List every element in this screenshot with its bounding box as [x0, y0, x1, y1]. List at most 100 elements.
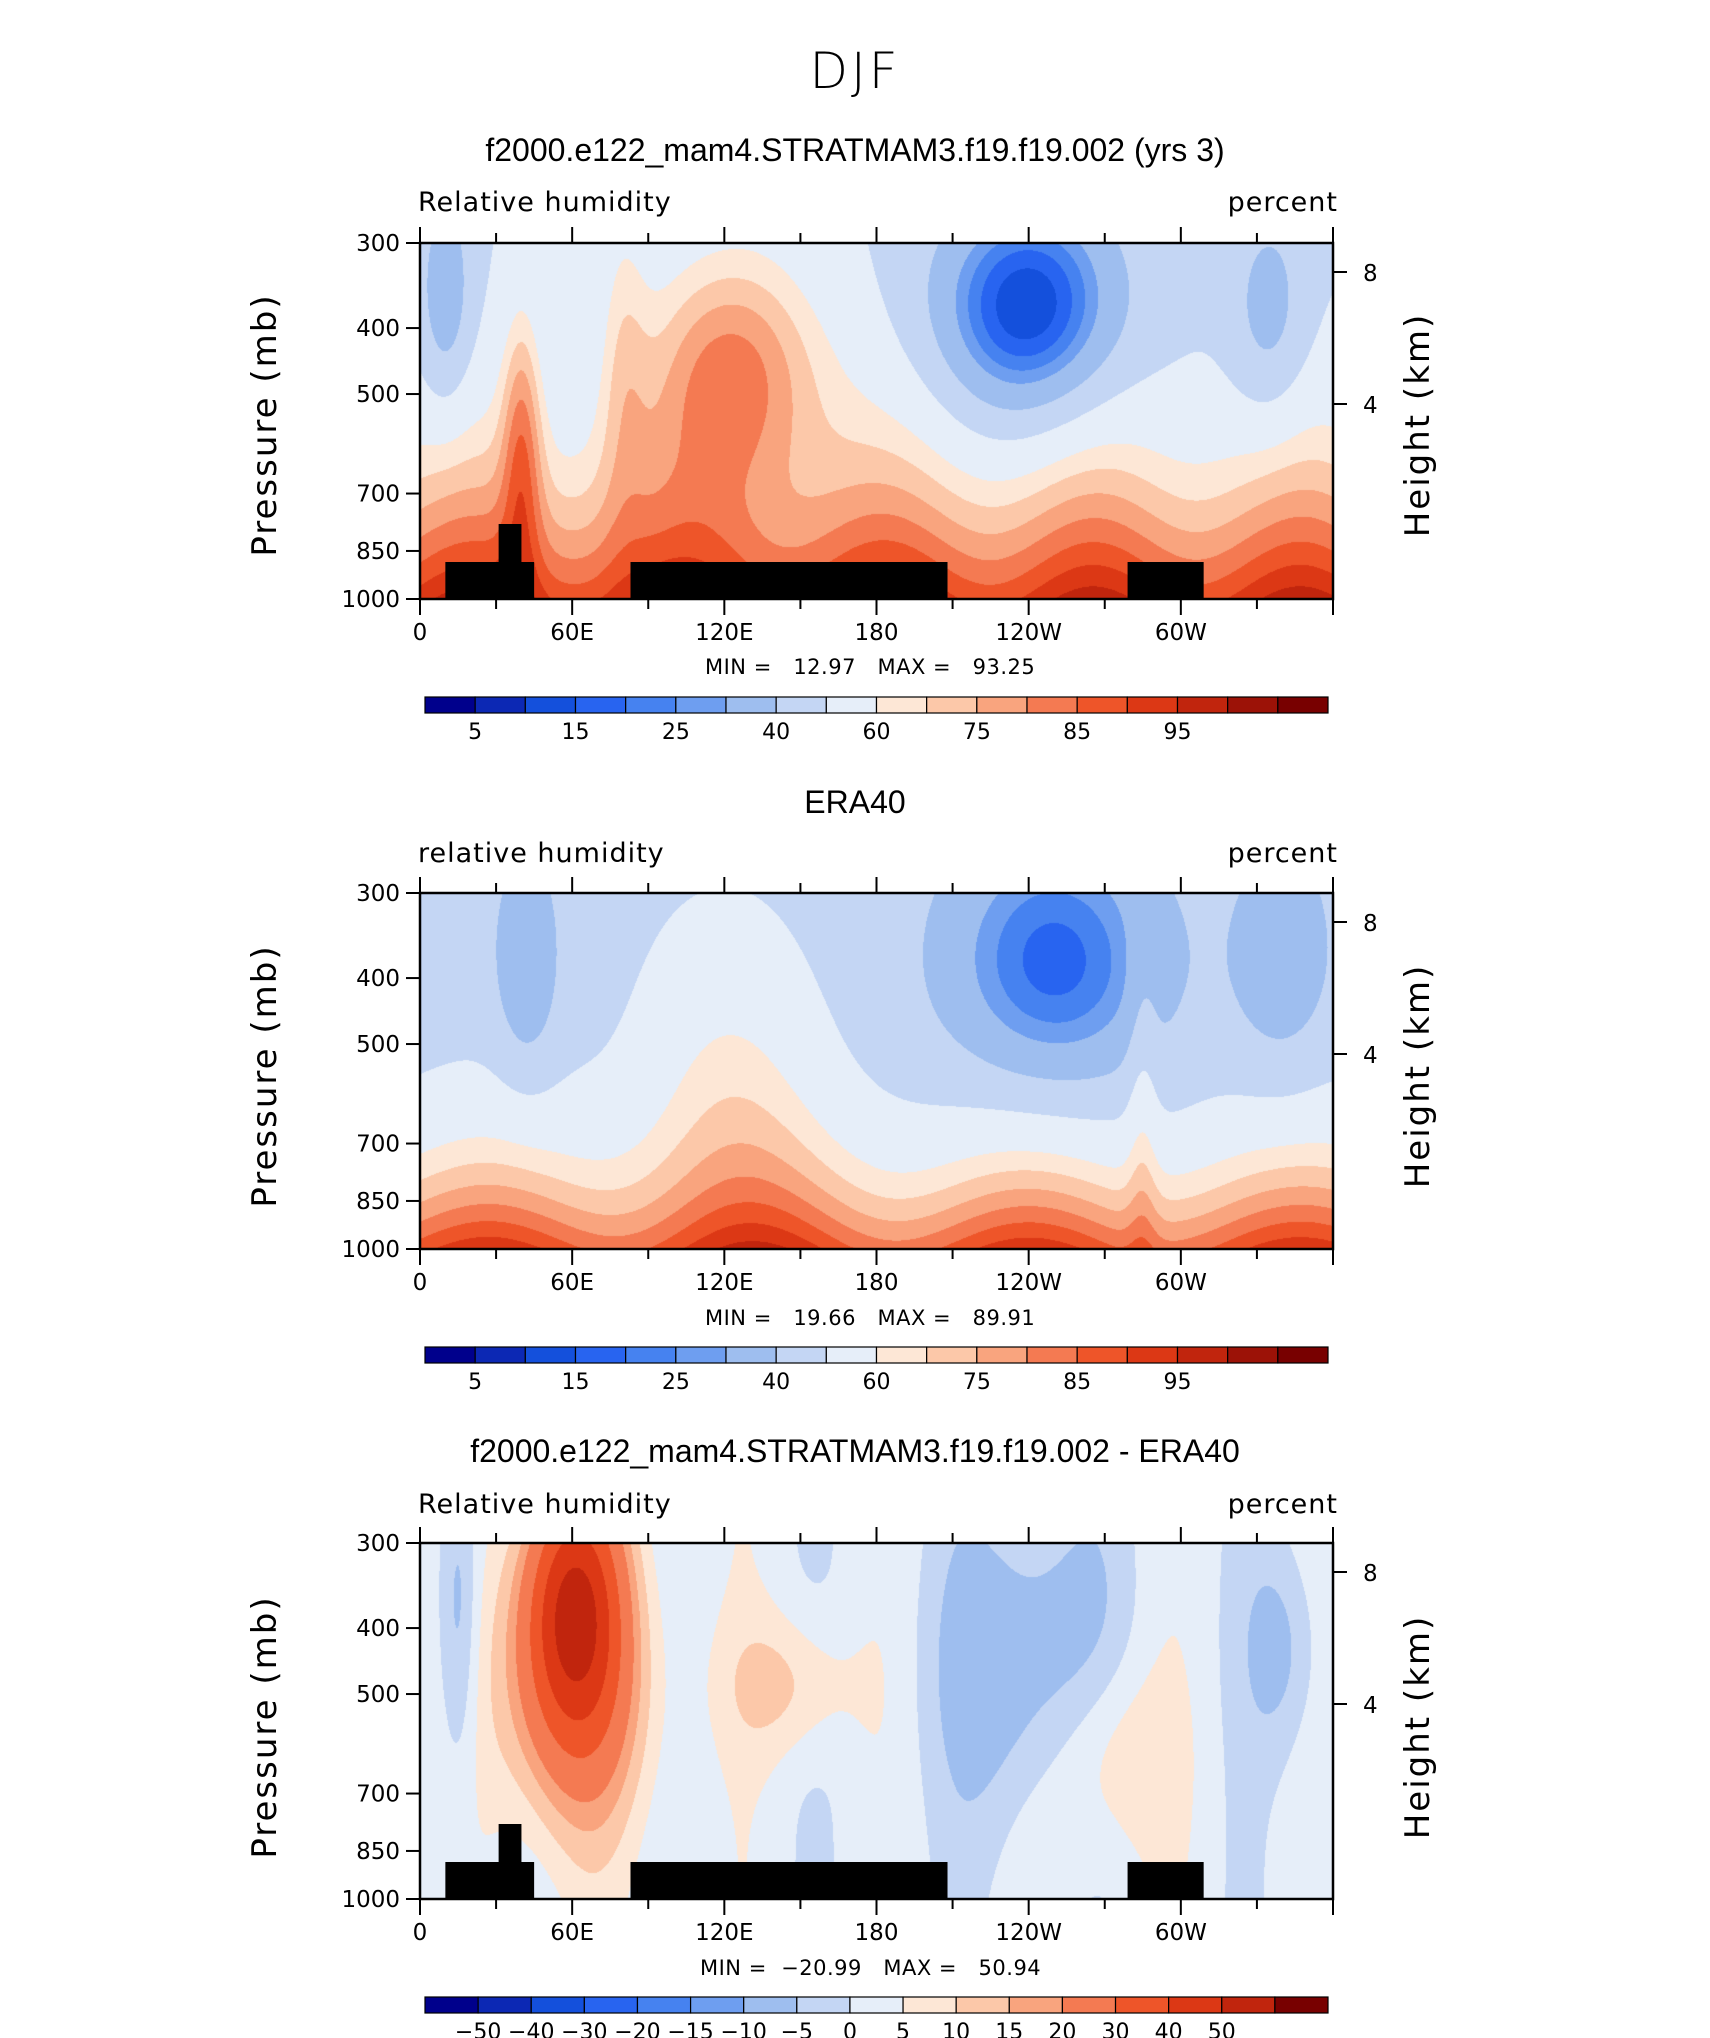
panel-3-colorbar-box: [743, 1996, 798, 2014]
panel-1-xtick-label: 0: [413, 620, 428, 646]
panel-2-xtick-label: 0: [413, 1270, 428, 1296]
panel-1-colorbar-label: 60: [863, 720, 891, 745]
panel-3-field-label: Relative humidity: [418, 1489, 672, 1520]
panel-3-colorbar-label: −20: [614, 2020, 660, 2038]
panel-2-colorbar-box: [775, 1346, 827, 1364]
panel-3-colorbar-box: [689, 1996, 745, 2014]
panel-2-height-tick-label: 4: [1363, 1043, 1378, 1069]
panel-3-colorbar-box: [424, 1996, 479, 2014]
panel-1-colorbar-box: [1227, 696, 1279, 714]
panel-1-land-asia: [630, 562, 948, 599]
panel-2-colorbar-box: [976, 1346, 1028, 1364]
panel-1-ytick-label: 1000: [341, 587, 400, 613]
panel-3-colorbar-label: −40: [508, 2020, 554, 2038]
panel-1-colorbar-box: [524, 696, 577, 714]
panel-3-colorbar-box: [1221, 1996, 1276, 2014]
panel-2-colorbar-box: [1076, 1346, 1128, 1364]
panel-2-colorbar-label: 75: [963, 1370, 991, 1395]
panel-2-colorbar-box: [1176, 1346, 1229, 1364]
panel-3-ytick-label: 700: [356, 1782, 400, 1808]
panel-3-ytick-label: 400: [356, 1616, 400, 1642]
panel-2-colorbar-box: [875, 1346, 928, 1364]
panel-3-ytick-label: 300: [356, 1531, 400, 1557]
panel-1-colorbar-box: [1026, 696, 1078, 714]
panel-2-colorbar-box: [1277, 1346, 1329, 1364]
panel-1-colorbar-label: 85: [1063, 720, 1091, 745]
panel-1-colorbar-box: [1126, 696, 1179, 714]
panel-1-colorbar-box: [1277, 696, 1329, 714]
panel-3-colorbar-label: 50: [1208, 2020, 1236, 2038]
panel-2-title: ERA40: [804, 784, 906, 820]
panel-3-land-asia: [630, 1862, 948, 1899]
panel-3-height-tick-label: 4: [1363, 1693, 1378, 1719]
panel-1-colorbar-box: [675, 696, 727, 714]
panel-3-colorbar-box: [955, 1996, 1010, 2014]
panel-3-colorbar-label: −5: [781, 2020, 813, 2038]
panel-1-title: f2000.e122_mam4.STRATMAM3.f19.f19.002 (y…: [485, 132, 1225, 168]
panel-1-colorbar-box: [875, 696, 928, 714]
panel-1-xtick-label: 120E: [695, 620, 753, 646]
panel-3-colorbar-box: [1274, 1996, 1329, 2014]
panel-3-xtick-label: 120E: [695, 1920, 753, 1946]
panel-1-ytick-label: 500: [356, 382, 400, 408]
panel-3-colorbar-label: −30: [561, 2020, 607, 2038]
panel-1-colorbar-box: [976, 696, 1028, 714]
panel-2-colorbar-box: [524, 1346, 577, 1364]
panel-2-ytick-label: 700: [356, 1132, 400, 1158]
panel-1-colorbar-label: 5: [468, 720, 482, 745]
panel-2-ytick-label: 300: [356, 881, 400, 907]
panel-1-ytick-label: 400: [356, 316, 400, 342]
panel-1-land-peak: [498, 524, 522, 599]
panel-1-colorbar-box: [574, 696, 627, 714]
panel-1-minmax: MIN = 12.97 MAX = 93.25: [705, 655, 1036, 679]
panel-3-ytick-label: 1000: [341, 1887, 400, 1913]
panel-1-colorbar-box: [825, 696, 878, 714]
panel-3-colorbar-label: −15: [667, 2020, 713, 2038]
panel-3-colorbar-label: 30: [1102, 2020, 1130, 2038]
panel-3-minmax: MIN = −20.99 MAX = 50.94: [700, 1956, 1042, 1980]
panel-3-land-peak: [498, 1824, 522, 1899]
panel-1-colorbar-box: [625, 696, 677, 714]
panel-1-colorbar-label: 75: [963, 720, 991, 745]
panel-2-colorbar-label: 40: [762, 1370, 790, 1395]
panel-2-colorbar-label: 5: [468, 1370, 482, 1395]
panel-2-colorbar-box: [424, 1346, 476, 1364]
panel-2-xtick-label: 120W: [995, 1270, 1062, 1296]
panel-3-ytick-label: 850: [356, 1839, 400, 1865]
panel-2-colorbar-box: [1126, 1346, 1179, 1364]
panel-2-colorbar-box: [625, 1346, 677, 1364]
panel-2-colorbar-box: [825, 1346, 878, 1364]
panel-2-ytick-label: 1000: [341, 1237, 400, 1263]
panel-1-colorbar-box: [474, 696, 526, 714]
panel-2-colorbar-box: [474, 1346, 526, 1364]
panel-3-xtick-label: 120W: [995, 1920, 1062, 1946]
panel-1-colorbar-label: 95: [1164, 720, 1192, 745]
panel-2-colorbar-box: [1227, 1346, 1279, 1364]
panel-2-ytick-label: 400: [356, 966, 400, 992]
panel-3-colorbar-box: [530, 1996, 585, 2014]
panel-2-xtick-label: 120E: [695, 1270, 753, 1296]
panel-3-colorbar-label: 10: [942, 2020, 970, 2038]
panel-3-colorbar-box: [636, 1996, 692, 2014]
panel-2-colorbar-label: 60: [863, 1370, 891, 1395]
panel-1-colorbar-box: [926, 696, 978, 714]
panel-2-field-label: relative humidity: [418, 838, 665, 869]
panel-2-xtick-label: 180: [855, 1270, 899, 1296]
panel-1-colorbar-label: 15: [562, 720, 590, 745]
panel-1-colorbar-box: [725, 696, 777, 714]
panel-1-colorbar-label: 40: [762, 720, 790, 745]
panel-1-field-label: Relative humidity: [418, 187, 672, 218]
panel-3-ytick-label: 500: [356, 1682, 400, 1708]
panel-3-colorbar-box: [1168, 1996, 1223, 2014]
panel-2-minmax: MIN = 19.66 MAX = 89.91: [705, 1306, 1036, 1330]
panel-3-title: f2000.e122_mam4.STRATMAM3.f19.f19.002 - …: [470, 1433, 1240, 1469]
figure-title: DJF: [809, 42, 901, 100]
panel-2-colorbar-box: [675, 1346, 727, 1364]
panel-3-land-america: [1127, 1862, 1204, 1899]
panel-1-land-america: [1127, 562, 1204, 599]
panel-3-colorbar-label: −10: [720, 2020, 766, 2038]
panel-2-colorbar-label: 85: [1063, 1370, 1091, 1395]
panel-1-xtick-label: 60W: [1155, 620, 1207, 646]
panel-3-colorbar-label: 5: [896, 2020, 910, 2038]
